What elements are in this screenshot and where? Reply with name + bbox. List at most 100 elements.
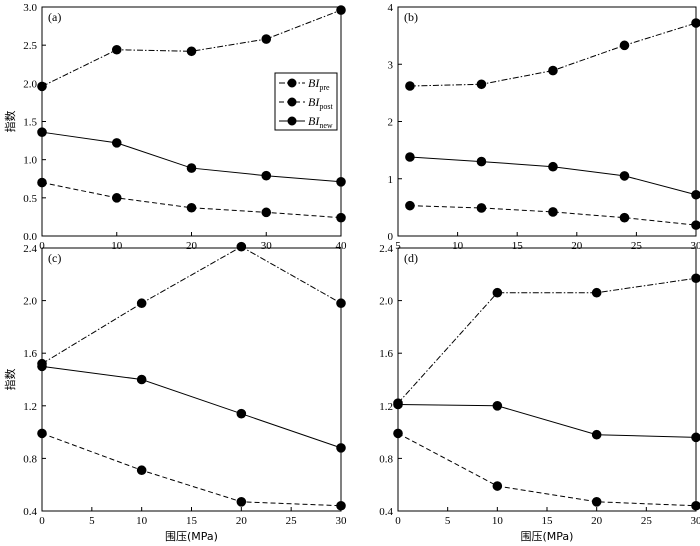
legend-entry-pre: BIpre — [279, 76, 330, 92]
y-tick-label: 1 — [388, 174, 394, 186]
x-tick-label: 25 — [641, 515, 653, 527]
data-point — [405, 81, 415, 91]
legend-label-base: BI — [308, 114, 320, 128]
data-point — [492, 401, 503, 411]
x-tick-label: 0 — [39, 515, 45, 527]
series-line — [397, 432, 697, 507]
data-point — [111, 193, 122, 203]
series-line — [397, 277, 697, 404]
x-tick-label: 5 — [89, 515, 95, 527]
x-tick-label: 20 — [591, 515, 603, 527]
data-point — [261, 207, 272, 218]
data-point — [405, 152, 415, 162]
data-point — [548, 65, 558, 76]
x-tick-label: 25 — [631, 240, 643, 252]
x-tick-label: 15 — [186, 515, 198, 527]
x-tick-label: 15 — [542, 515, 554, 527]
y-tick-label: 3 — [388, 59, 394, 71]
data-point — [393, 399, 403, 410]
legend-label: BInew — [308, 114, 333, 130]
data-point — [236, 408, 247, 419]
y-tick-label: 2.4 — [23, 243, 37, 255]
y-tick-label: 1.2 — [379, 401, 393, 413]
y-tick-label: 0.5 — [23, 193, 37, 205]
legend-entry-post: BIpost — [279, 95, 333, 111]
panel-label: (b) — [404, 10, 418, 24]
panel-label: (d) — [404, 251, 418, 265]
x-tick-label: 5 — [445, 515, 451, 527]
chart-panel-2: 5 10 15 20 25 30 0 1 2 3 4 (b) — [388, 2, 700, 252]
legend-marker — [287, 116, 297, 126]
plot-frame — [397, 6, 697, 237]
data-point — [591, 287, 602, 298]
data-point — [393, 428, 403, 439]
x-tick-label: 30 — [336, 515, 348, 527]
data-point — [136, 374, 147, 385]
data-point — [136, 465, 147, 476]
data-point — [619, 171, 630, 181]
plot-frame — [41, 247, 342, 512]
data-point — [548, 207, 558, 217]
data-point — [492, 287, 503, 298]
y-tick-label: 2.5 — [23, 40, 37, 52]
data-point — [591, 496, 602, 507]
data-point — [186, 163, 197, 173]
y-tick-label: 4 — [388, 2, 394, 14]
data-point — [691, 18, 700, 28]
x-tick-label: 25 — [286, 515, 298, 527]
series-line — [397, 403, 697, 438]
y-tick-label: 0.8 — [379, 453, 393, 465]
x-tick-label: 0 — [395, 515, 401, 527]
data-point — [236, 241, 247, 252]
x-tick-label: 10 — [492, 515, 504, 527]
data-point — [691, 500, 700, 511]
plot-frame — [397, 247, 697, 512]
data-point — [591, 429, 602, 440]
x-tick-label: 10 — [136, 515, 148, 527]
x-tick-label: 15 — [512, 240, 524, 252]
data-point — [492, 481, 503, 491]
legend-marker — [287, 78, 297, 88]
x-tick-label: 30 — [261, 240, 273, 252]
series-line — [409, 22, 697, 87]
data-point — [336, 5, 346, 15]
series-BIpost — [405, 200, 700, 230]
data-point — [186, 46, 197, 57]
chart-panel-1: 0 10 20 30 40 0.0 0.5 1.0 1.5 2.0 2.5 3.0 (a) 指数 — [3, 2, 347, 252]
data-point — [691, 432, 700, 443]
data-point — [336, 177, 346, 187]
series-BIpost — [37, 428, 346, 511]
y-tick-label: 1.2 — [23, 401, 37, 413]
x-tick-label: 40 — [336, 240, 348, 252]
data-point — [111, 138, 122, 148]
data-point — [691, 273, 700, 284]
panels: 0 10 20 30 400.00.51.01.52.02.53.0(a)指数5 10 15… — [3, 2, 700, 543]
series-line — [41, 432, 342, 507]
data-point — [691, 189, 700, 200]
data-point — [336, 212, 346, 223]
series-BIpost — [393, 428, 700, 511]
series-line — [41, 246, 342, 365]
legend-label-sub: post — [319, 102, 333, 111]
y-tick-label: 2.4 — [379, 243, 393, 255]
y-tick-label: 2.0 — [379, 296, 393, 308]
panel-label: (a) — [48, 10, 61, 24]
chart-panel-4: 0 5 10 15 20 25 30 0.4 0.8 1.2 1.6 2.0 2.4 (d) 围压(MPa) — [379, 243, 700, 543]
data-point — [136, 298, 147, 309]
y-tick-label: 1.6 — [23, 348, 37, 360]
y-tick-label: 0 — [388, 231, 394, 243]
data-point — [37, 361, 47, 372]
y-axis-title: 指数 — [3, 111, 17, 133]
data-point — [691, 220, 700, 230]
y-tick-label: 1.0 — [23, 155, 37, 167]
series-BIpre — [37, 5, 346, 92]
data-point — [37, 428, 47, 439]
y-tick-label: 0.4 — [379, 506, 393, 518]
legend-entry-new: BInew — [279, 114, 333, 130]
x-axis-title: 围压(MPa) — [521, 530, 574, 543]
x-axis-title: 围压(MPa) — [165, 530, 218, 543]
data-point — [476, 79, 487, 90]
series-line — [41, 182, 342, 219]
y-tick-label: 2.0 — [23, 78, 37, 90]
y-tick-label: 1.5 — [23, 117, 37, 129]
